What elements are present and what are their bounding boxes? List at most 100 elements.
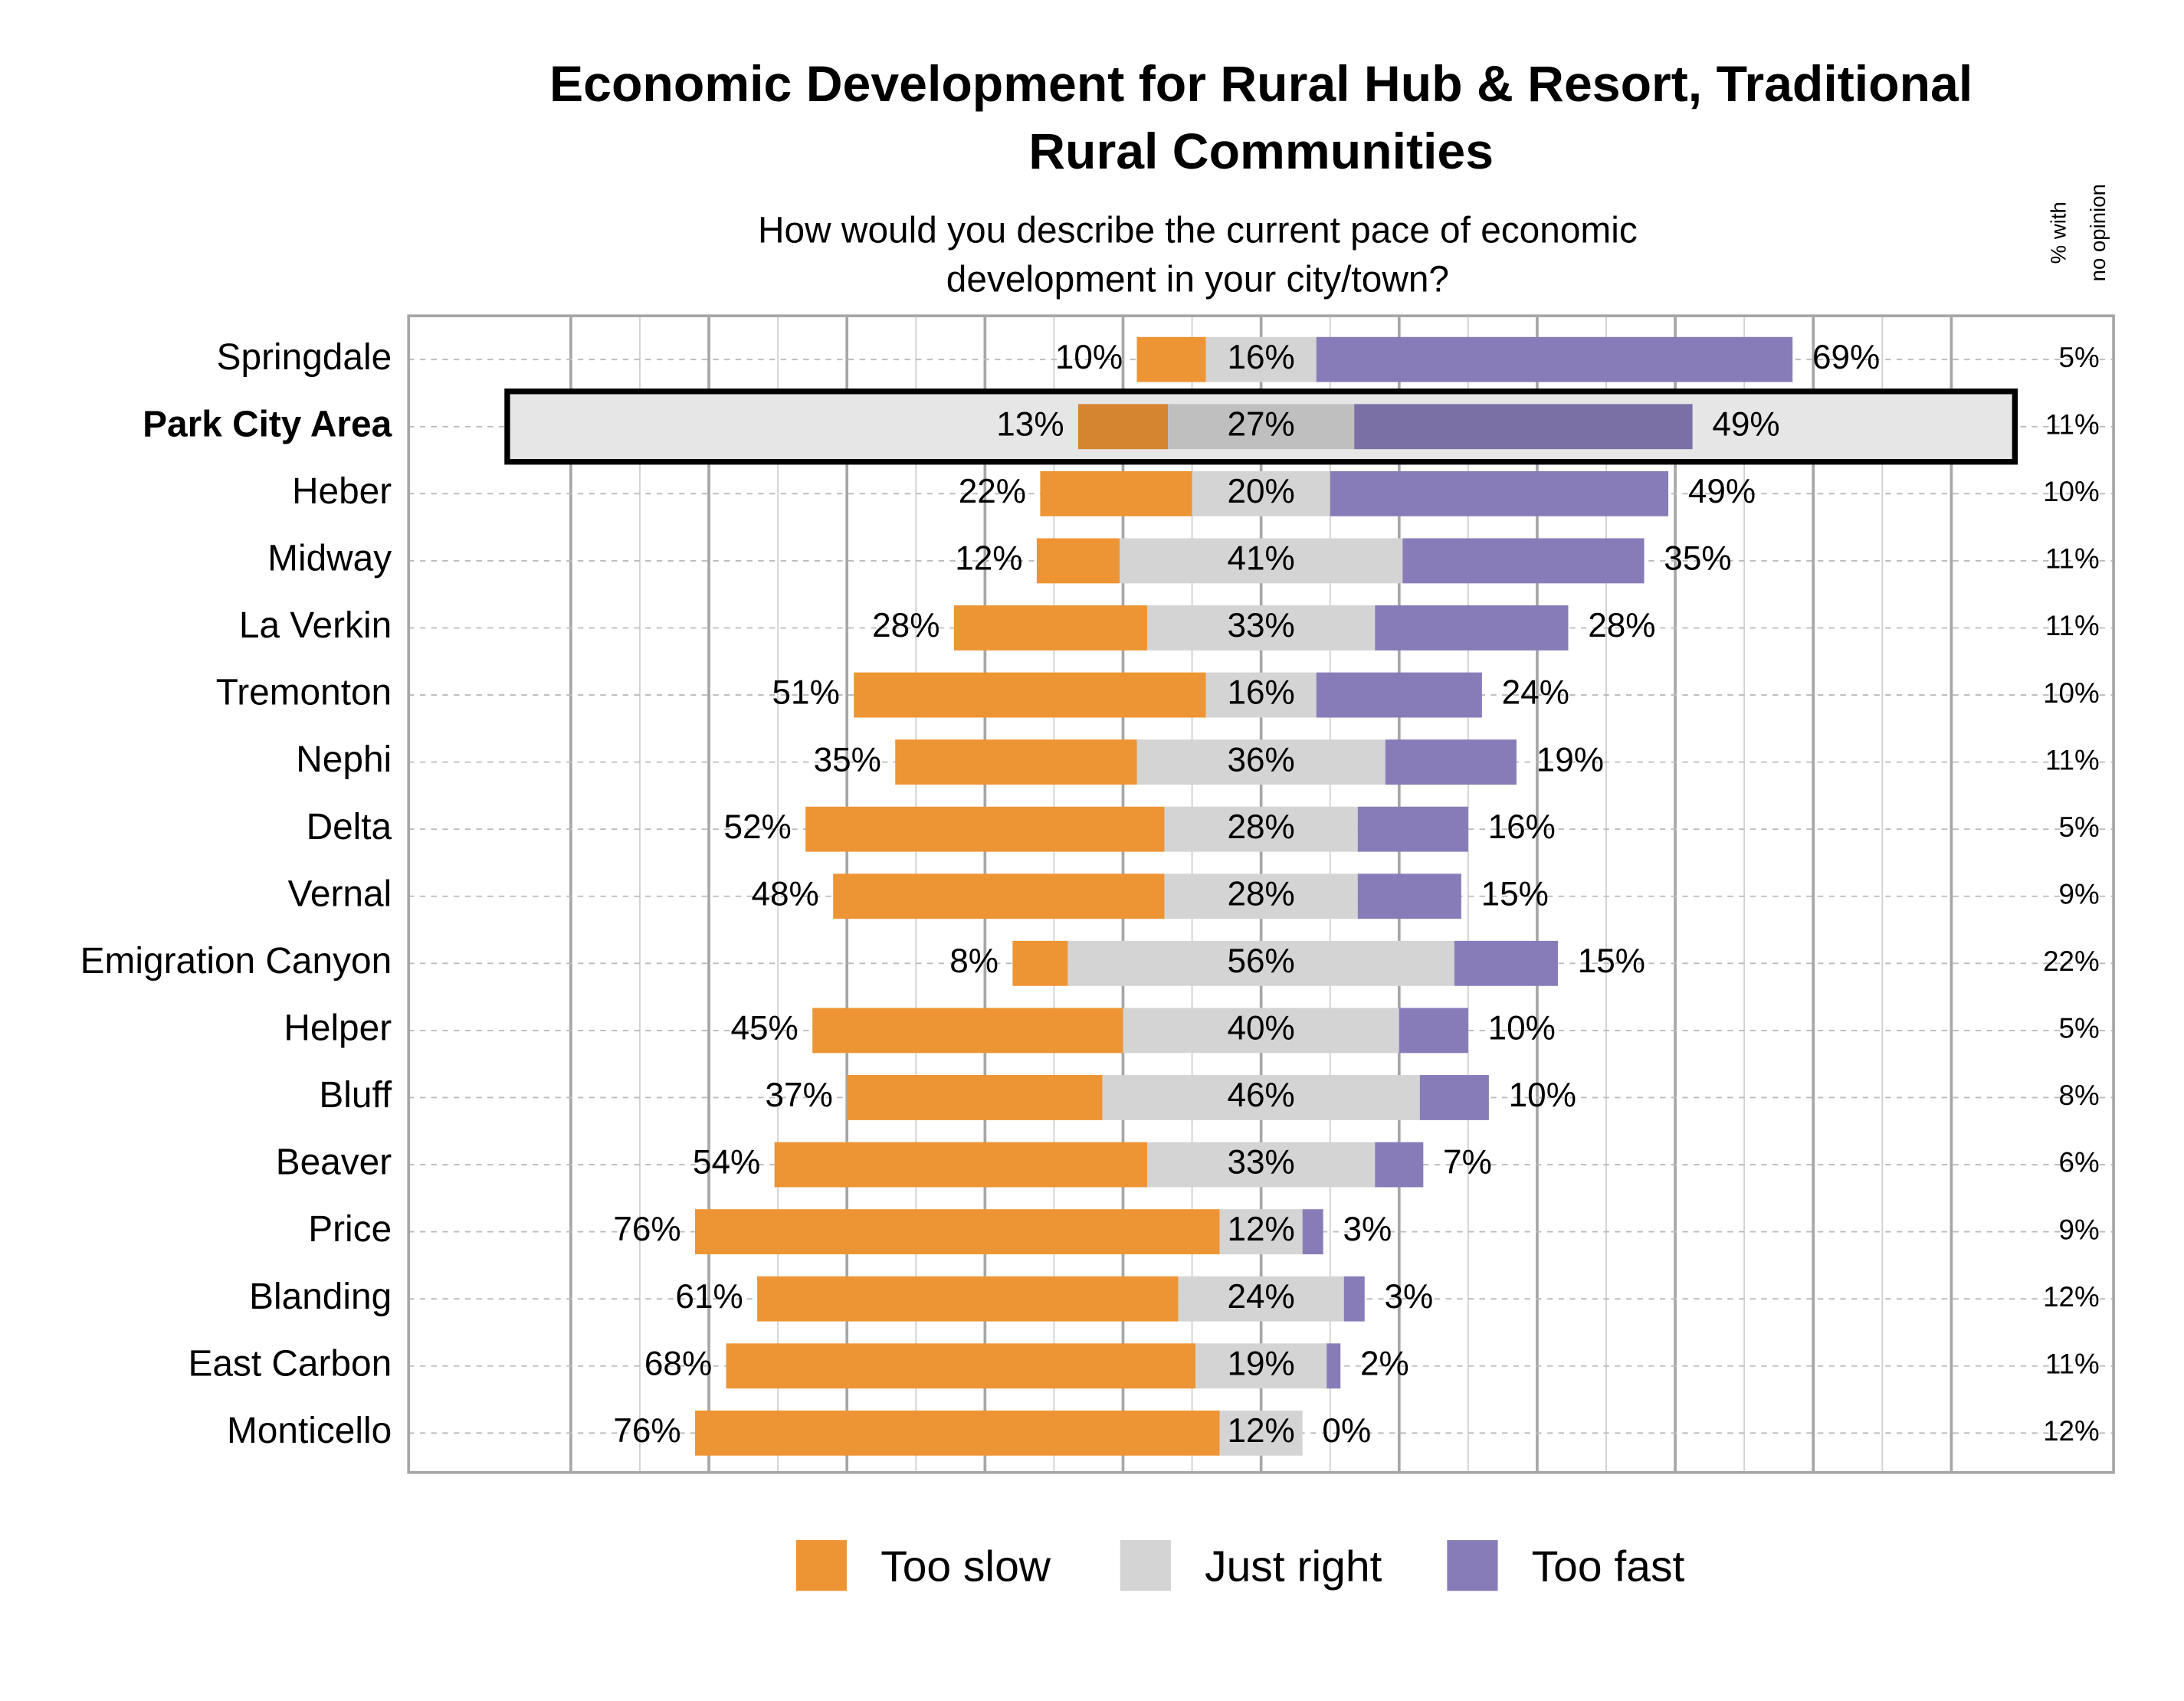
value-label: 40% — [1227, 1010, 1294, 1047]
bar-too-slow — [812, 1008, 1123, 1054]
bar-just-right — [1168, 404, 1355, 450]
bar-too-fast — [1357, 873, 1461, 919]
value-label: 36% — [1227, 741, 1294, 778]
value-label: 19% — [1536, 741, 1604, 778]
value-label: 10% — [1055, 339, 1123, 376]
plot: 10% 16% 69% Springdale 5% 13% 27% 49% Park City … — [80, 314, 2115, 1591]
value-label: 69% — [1812, 339, 1880, 376]
bar-too-slow — [726, 1343, 1196, 1389]
bar-too-slow — [1136, 336, 1206, 382]
bar-too-fast — [1302, 1209, 1323, 1255]
category-label: Tremonton — [216, 673, 392, 713]
value-label: 12% — [1227, 1412, 1294, 1450]
legend-label: Just right — [1205, 1542, 1382, 1591]
category-label: Springdale — [217, 337, 392, 378]
value-label: 76% — [613, 1412, 680, 1450]
category-label: Heber — [292, 471, 392, 512]
bar-just-right — [1102, 1075, 1420, 1120]
bar-too-fast — [1354, 404, 1693, 450]
bar-too-slow — [854, 672, 1206, 718]
value-label: 33% — [1227, 607, 1294, 644]
category-label: Vernal — [288, 873, 392, 914]
category-label: Midway — [267, 539, 392, 579]
value-label: 3% — [1384, 1278, 1433, 1316]
value-label: 3% — [1343, 1211, 1392, 1248]
value-label: 12% — [1227, 1211, 1294, 1248]
legend-label: Too fast — [1532, 1542, 1685, 1591]
value-label: 49% — [1712, 405, 1779, 443]
value-label: 28% — [872, 607, 940, 644]
value-label: 7% — [1443, 1144, 1492, 1182]
no-opinion-value: 10% — [2043, 476, 2100, 507]
bar-just-right — [1219, 1410, 1303, 1456]
bar-just-right — [1147, 1142, 1376, 1188]
no-opinion-header: no opinion — [2086, 184, 2110, 281]
bar-too-slow — [1077, 404, 1169, 450]
value-label: 45% — [730, 1010, 798, 1047]
value-label: 49% — [1688, 473, 1756, 510]
bar-too-slow — [757, 1276, 1179, 1322]
bar-just-right — [1067, 940, 1454, 986]
value-label: 28% — [1227, 875, 1294, 913]
bar-just-right — [1192, 470, 1330, 516]
bar-just-right — [1147, 605, 1376, 651]
value-label: 22% — [959, 473, 1026, 510]
bar-just-right — [1219, 1209, 1303, 1255]
category-label: East Carbon — [188, 1343, 392, 1384]
no-opinion-value: 11% — [2045, 610, 2100, 641]
no-opinion-value: 9% — [2059, 1214, 2100, 1245]
bar-too-fast — [1375, 1142, 1424, 1188]
chart-title: Rural Communities — [1028, 123, 1494, 180]
no-opinion-value: 11% — [2045, 744, 2100, 775]
category-label: Delta — [307, 807, 392, 847]
value-label: 41% — [1227, 540, 1294, 578]
bar-too-slow — [1040, 470, 1192, 516]
no-opinion-value: 12% — [2043, 1281, 2100, 1313]
value-label: 19% — [1227, 1345, 1294, 1382]
no-opinion-value: 11% — [2045, 543, 2100, 575]
no-opinion-value: 22% — [2043, 946, 2100, 977]
bar-just-right — [1164, 873, 1358, 919]
category-label: Monticello — [227, 1411, 392, 1451]
value-label: 20% — [1227, 473, 1294, 510]
bar-too-fast — [1330, 470, 1669, 516]
value-label: 13% — [996, 405, 1064, 443]
value-label: 46% — [1227, 1077, 1294, 1114]
value-label: 37% — [766, 1077, 833, 1114]
plot-frame — [407, 314, 2115, 1474]
bar-too-slow — [695, 1410, 1220, 1456]
value-label: 54% — [693, 1144, 760, 1182]
bar-just-right — [1195, 1343, 1327, 1389]
legend-swatch — [795, 1540, 848, 1591]
value-label: 10% — [1509, 1077, 1576, 1114]
value-label: 51% — [772, 674, 840, 712]
bar-too-slow — [1012, 940, 1068, 986]
no-opinion-value: 9% — [2059, 878, 2100, 909]
value-label: 16% — [1227, 339, 1294, 376]
bar-too-fast — [1402, 538, 1645, 584]
bar-too-fast — [1375, 605, 1569, 651]
chart-title: Economic Development for Rural Hub & Res… — [549, 56, 1972, 113]
category-label: Park City Area — [143, 404, 392, 444]
value-label: 35% — [1664, 540, 1731, 578]
bar-too-slow — [1036, 538, 1120, 584]
bar-too-slow — [953, 605, 1148, 651]
no-opinion-value: 8% — [2059, 1080, 2100, 1111]
bar-too-slow — [895, 739, 1137, 785]
category-label: Emigration Canyon — [80, 941, 392, 982]
bar-just-right — [1119, 538, 1403, 584]
no-opinion-value: 11% — [2045, 408, 2100, 440]
value-label: 10% — [1488, 1010, 1556, 1047]
no-opinion-value: 5% — [2059, 811, 2100, 843]
value-label: 15% — [1481, 875, 1549, 913]
bar-too-slow — [695, 1209, 1220, 1255]
no-opinion-value: 12% — [2043, 1415, 2100, 1447]
legend-swatch — [1120, 1540, 1171, 1591]
no-opinion-header: % with — [2046, 202, 2070, 264]
bar-too-slow — [805, 806, 1165, 852]
bar-just-right — [1205, 672, 1317, 718]
chart-subtitle: development in your city/town? — [946, 260, 1449, 300]
bar-too-fast — [1316, 336, 1793, 382]
bar-too-fast — [1385, 739, 1517, 785]
